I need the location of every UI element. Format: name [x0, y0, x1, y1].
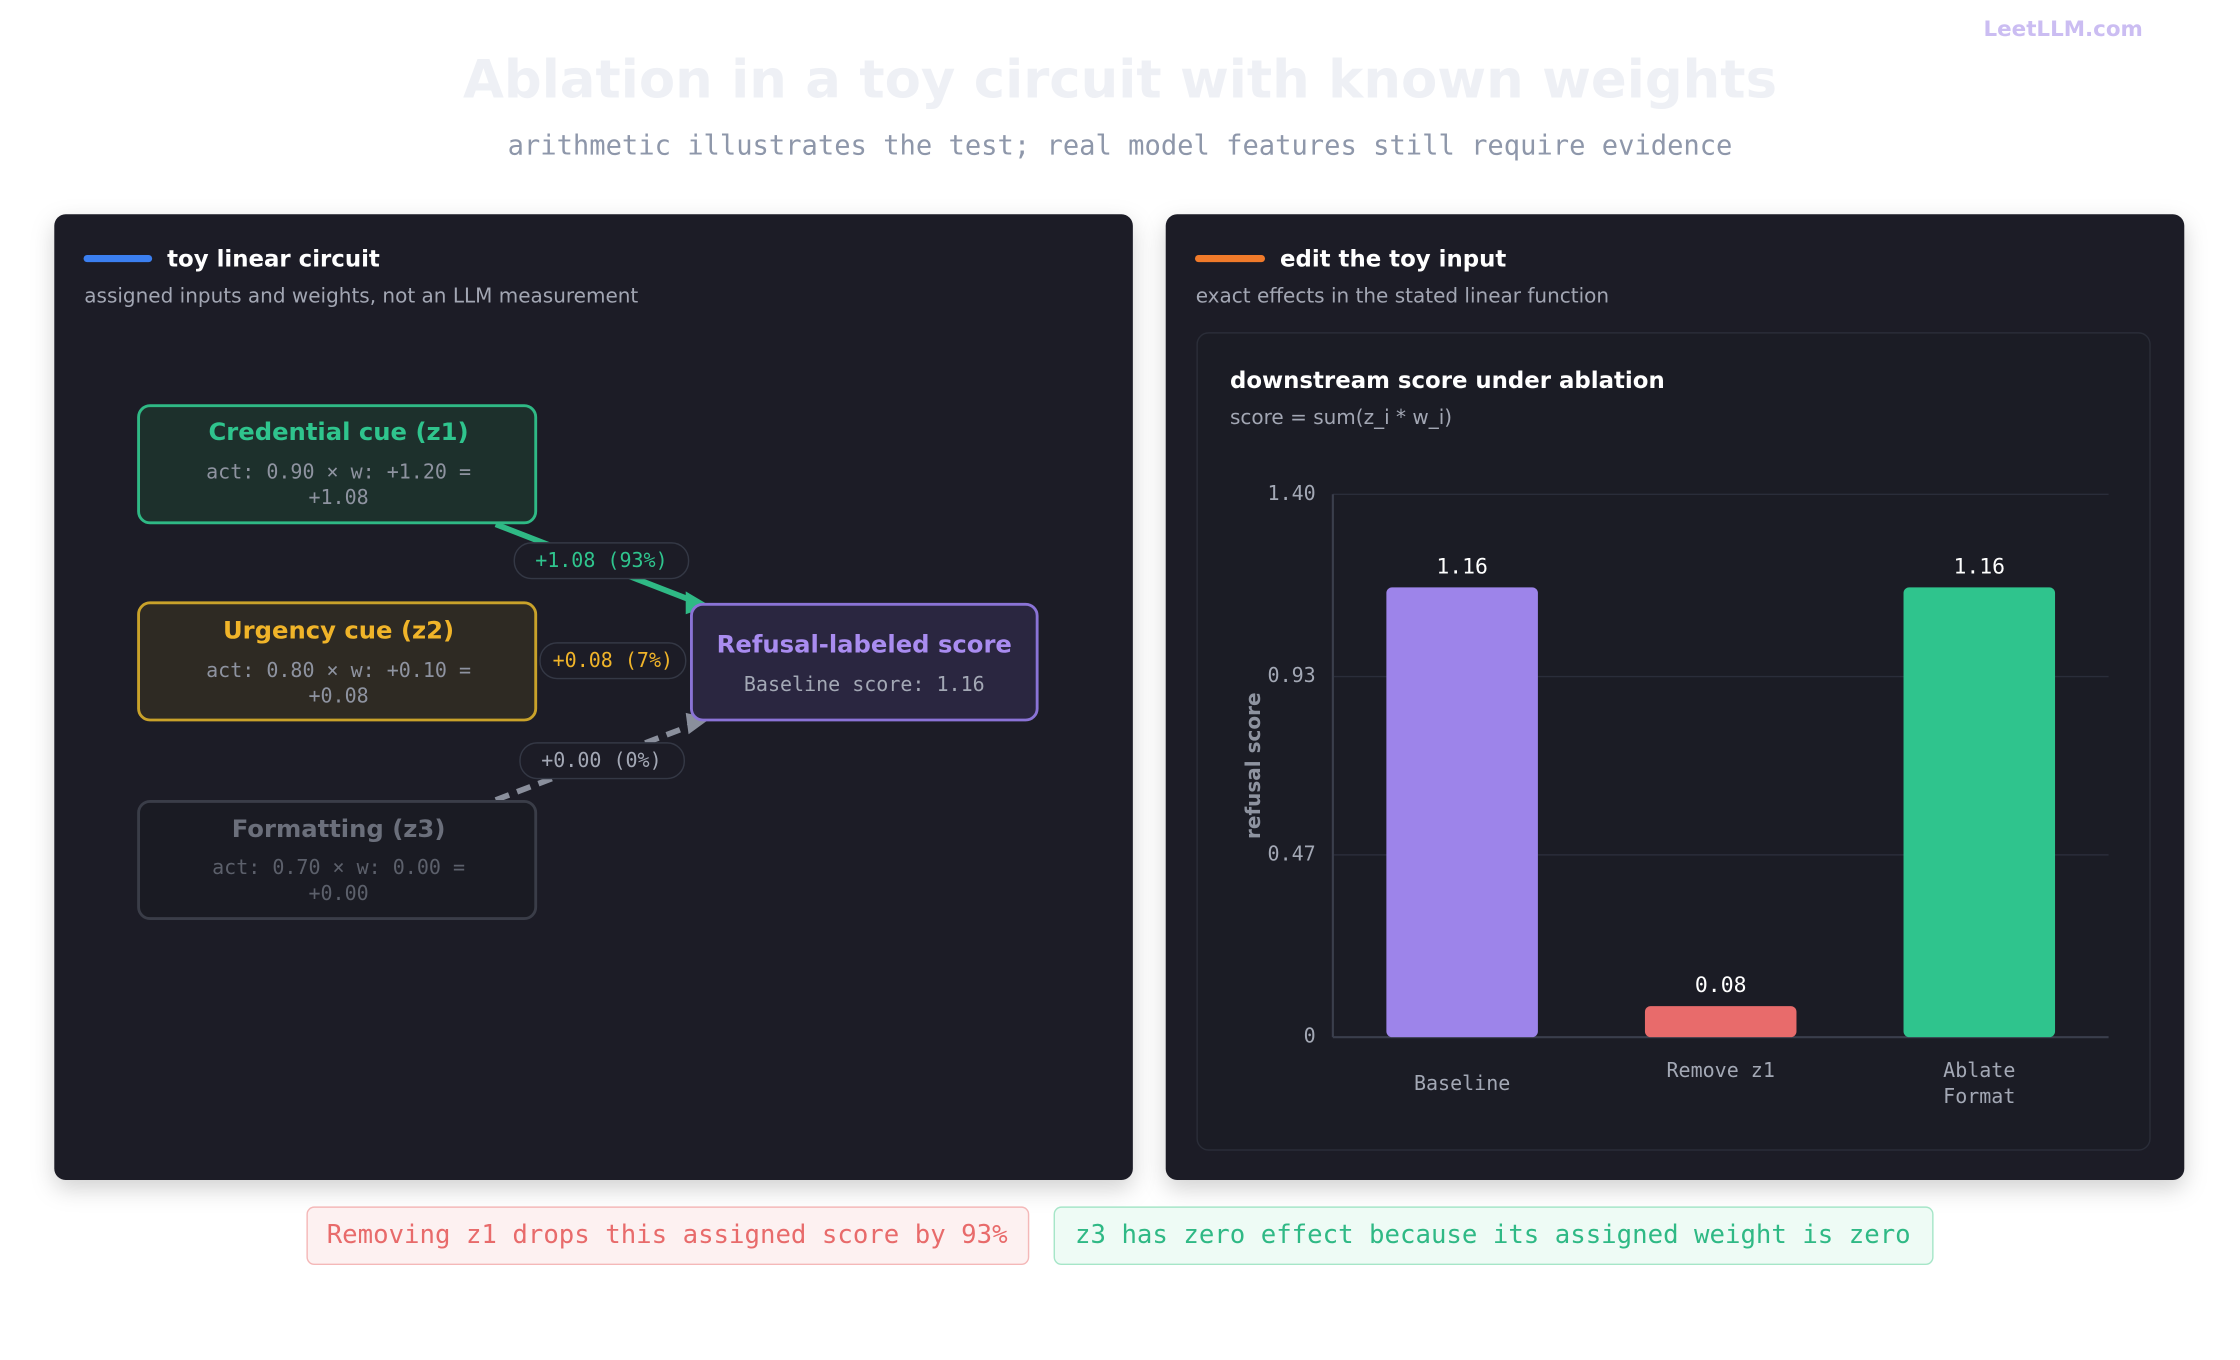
bar	[1386, 587, 1538, 1038]
x-tick-label-box: Ablate Format	[1943, 1060, 2016, 1109]
panel-subtitle: exact effects in the stated linear funct…	[1196, 284, 1609, 308]
y-tick-label: 1.40	[1268, 481, 1316, 505]
node	[137, 601, 538, 722]
node	[137, 404, 538, 525]
x-tick-label: Baseline	[1413, 1072, 1511, 1096]
callout	[306, 1206, 1030, 1265]
output-detail: Baseline score: 1.16	[744, 672, 985, 696]
y-tick-label: 0	[1304, 1024, 1316, 1048]
node-activation: act: 0.80 × w: +0.10 =	[206, 658, 471, 682]
node-contribution: +1.08	[308, 485, 368, 509]
node-activation: act: 0.90 × w: +1.20 =	[206, 459, 471, 483]
output-node	[690, 602, 1039, 722]
bar	[1644, 1006, 1797, 1038]
chart-title: downstream score under ablation	[1230, 368, 1665, 394]
callout	[1053, 1206, 1934, 1265]
node-label: Formatting (z3)	[232, 814, 446, 843]
x-tick-label-box: Baseline	[1413, 1072, 1511, 1096]
value-label: 1.16	[1954, 554, 2006, 579]
node-label: Credential cue (z1)	[208, 417, 468, 446]
edge	[494, 721, 696, 803]
value-label: 0.08	[1695, 973, 1747, 998]
y-tick-label: 0.93	[1268, 663, 1316, 687]
edge-pill	[513, 542, 690, 580]
bar	[1903, 587, 2056, 1038]
brand[interactable]: LeetLLM.com	[1984, 17, 2143, 42]
chart-subtitle: score = sum(z_i * w_i)	[1230, 405, 1452, 429]
edge-label: +1.08 (93%)	[535, 548, 667, 572]
node-label: Urgency cue (z2)	[223, 615, 454, 644]
callout-text: Removing z1 drops this assigned score by…	[327, 1220, 1008, 1250]
node-activation: act: 0.70 × w: 0.00 =	[212, 855, 465, 879]
callout-text: z3 has zero effect because its assigned …	[1075, 1220, 1911, 1250]
panel-title: toy linear circuit	[167, 247, 380, 273]
x-tick-label: Ablate Format	[1943, 1060, 2016, 1109]
y-tick-label: 0.47	[1268, 841, 1316, 865]
node	[137, 800, 538, 920]
node-contribution: +0.00	[308, 881, 368, 905]
output-label: Refusal-labeled score	[717, 630, 1012, 659]
page-subtitle: arithmetic illustrates the test; real mo…	[508, 131, 1733, 162]
panel-title: edit the toy input	[1280, 247, 1506, 273]
x-tick-label: Remove z1	[1666, 1060, 1775, 1083]
x-tick-label-box: Remove z1	[1666, 1060, 1775, 1083]
edge-pill	[519, 742, 685, 780]
arrowhead	[685, 591, 710, 615]
value-label: 1.16	[1436, 554, 1488, 579]
plot: 0 0.47 0.93 1.40 1.16 Baseline 0.08 Remove z1 1.…	[1268, 481, 2109, 1109]
y-axis-label: refusal score	[1241, 692, 1265, 839]
edge-pill	[539, 642, 687, 680]
panel-subtitle: assigned inputs and weights, not an LLM …	[84, 284, 638, 308]
page-title: Ablation in a toy circuit with known wei…	[463, 49, 1777, 110]
edge-label: +0.08 (7%)	[553, 648, 673, 672]
edge-label: +0.00 (0%)	[541, 748, 661, 772]
node-contribution: +0.08	[308, 684, 368, 708]
